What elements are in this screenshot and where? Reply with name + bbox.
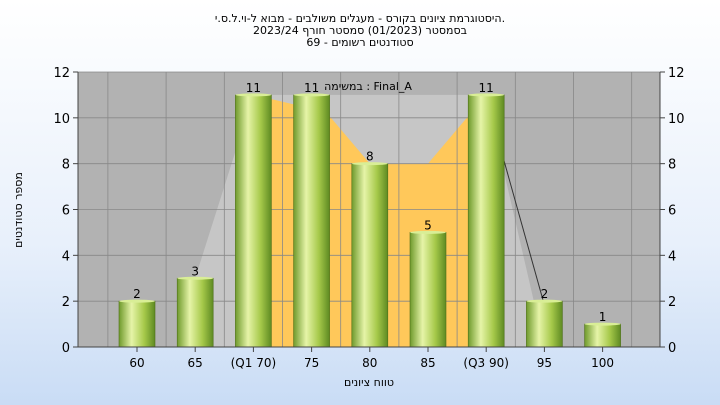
bar[interactable]: [235, 94, 272, 348]
x-tick-label: 60: [129, 356, 144, 370]
bar[interactable]: [118, 300, 156, 348]
x-tick-label: (Q1 70): [231, 356, 277, 370]
bar[interactable]: [584, 323, 621, 348]
bar[interactable]: [409, 232, 447, 348]
bar-top: [119, 299, 155, 303]
x-tick-label: 65: [188, 356, 203, 370]
x-tick-label: 80: [362, 356, 377, 370]
y-tick-label-left: 10: [53, 112, 70, 127]
bar-value-label: 8: [366, 150, 374, 164]
y-tick-label-right: 2: [668, 295, 676, 310]
bar-value-label: 11: [479, 81, 494, 95]
y-tick-label-right: 8: [668, 158, 676, 173]
y-tick-label-left: 0: [62, 341, 70, 356]
title-line-3: סטודנטים רשומים - 69: [306, 36, 413, 49]
x-axis-ticks: 60 65 (Q1 70) 75 80 85 (Q3 90) 95 100: [129, 347, 614, 370]
bars: 2 3 11 11 8 5 11 2 1: [118, 81, 621, 348]
bar-value-label: 2: [133, 287, 141, 301]
bar-value-label: 1: [599, 310, 607, 324]
bar[interactable]: [351, 163, 389, 348]
y-tick-label-left: 12: [53, 66, 70, 81]
bar-value-label: 3: [191, 264, 199, 278]
y-axis-left: 0 2 4 6 8 10 12: [53, 66, 78, 356]
x-tick-label: 95: [537, 356, 552, 370]
bar-top: [351, 162, 388, 166]
bar-top: [293, 93, 330, 97]
y-tick-label-left: 8: [62, 158, 70, 173]
bar-top: [468, 93, 505, 97]
x-tick-label: 85: [420, 356, 435, 370]
bar-top: [177, 276, 214, 280]
bar[interactable]: [176, 277, 214, 348]
x-tick-label: (Q3 90): [463, 356, 509, 370]
y-tick-label-right: 10: [668, 112, 685, 127]
bar[interactable]: [467, 94, 505, 348]
y-tick-label-left: 2: [62, 295, 70, 310]
x-axis-label: טווח ציונים: [344, 376, 394, 389]
title-line-1: היסטוגרמת ציונים בקורס - מעגלים משולבים …: [215, 12, 505, 25]
inner-label: במשימה : Final_A: [324, 80, 412, 93]
bar-top: [235, 93, 272, 97]
bar-value-label: 2: [541, 287, 549, 301]
bar-top: [410, 230, 446, 234]
bar-top: [526, 299, 563, 303]
y-axis-label: מספר סטודנטים: [12, 172, 25, 248]
title-line-2: בסמסטר (01/2023) סמסטר חורף 2023/24: [253, 24, 467, 37]
y-tick-label-left: 4: [62, 249, 70, 264]
bar[interactable]: [526, 300, 563, 348]
x-tick-label: 100: [591, 356, 614, 370]
y-tick-label-right: 6: [668, 204, 676, 219]
y-axis-right: 0 2 4 6 8 10 12: [660, 66, 685, 356]
bar-top: [584, 322, 621, 326]
y-tick-label-right: 12: [668, 66, 685, 81]
bar[interactable]: [293, 94, 330, 348]
chart-title: היסטוגרמת ציונים בקורס - מעגלים משולבים …: [215, 12, 505, 49]
bar-value-label: 5: [424, 218, 432, 232]
x-tick-label: 75: [304, 356, 319, 370]
y-tick-label-right: 4: [668, 249, 676, 264]
y-tick-label-left: 6: [62, 204, 70, 219]
bar-value-label: 11: [304, 81, 319, 95]
bar-value-label: 11: [246, 81, 261, 95]
y-tick-label-right: 0: [668, 341, 676, 356]
